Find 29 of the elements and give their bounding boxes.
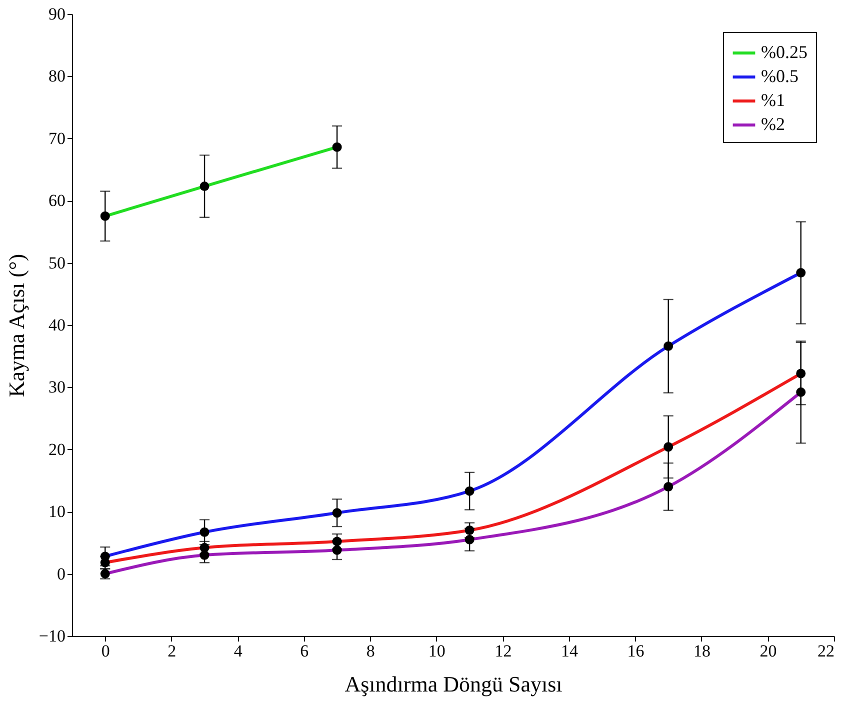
y-tick-label: 40 xyxy=(48,316,66,334)
x-tick-label: 10 xyxy=(428,642,446,660)
y-tick-label: 0 xyxy=(57,564,66,584)
x-tick-label: 18 xyxy=(693,642,710,660)
legend-label: %0.5 xyxy=(761,66,798,86)
y-tick-label: 60 xyxy=(48,191,66,210)
y-tick-label: 50 xyxy=(48,253,66,272)
x-tick-label: 6 xyxy=(300,642,309,660)
x-tick-label: 22 xyxy=(818,642,834,660)
legend-label: %1 xyxy=(761,90,785,110)
y-tick-label: 90 xyxy=(48,4,66,24)
x-tick-label: 2 xyxy=(168,642,176,660)
x-tick-label: 4 xyxy=(234,642,243,660)
y-tick-label: 10 xyxy=(48,502,66,522)
y-tick-label: 20 xyxy=(48,440,66,459)
legend-label: %2 xyxy=(761,114,785,134)
x-tick-label: 14 xyxy=(560,642,578,660)
y-tick-label: 30 xyxy=(48,378,66,397)
x-tick-label: 0 xyxy=(101,642,110,660)
y-tick-label: −10 xyxy=(38,626,66,646)
x-tick-label: 8 xyxy=(366,642,375,660)
x-tick-label: 12 xyxy=(494,642,512,660)
x-tick-label: 16 xyxy=(627,642,644,660)
x-tick-label: 20 xyxy=(760,642,777,660)
y-tick-label: 80 xyxy=(48,66,66,86)
x-axis-title: Aşındırma Döngü Sayısı xyxy=(344,672,562,696)
y-axis-title: Kayma Açısı (°) xyxy=(4,254,29,398)
y-tick-label: 70 xyxy=(48,128,66,148)
legend-label: %0.25 xyxy=(761,42,808,62)
